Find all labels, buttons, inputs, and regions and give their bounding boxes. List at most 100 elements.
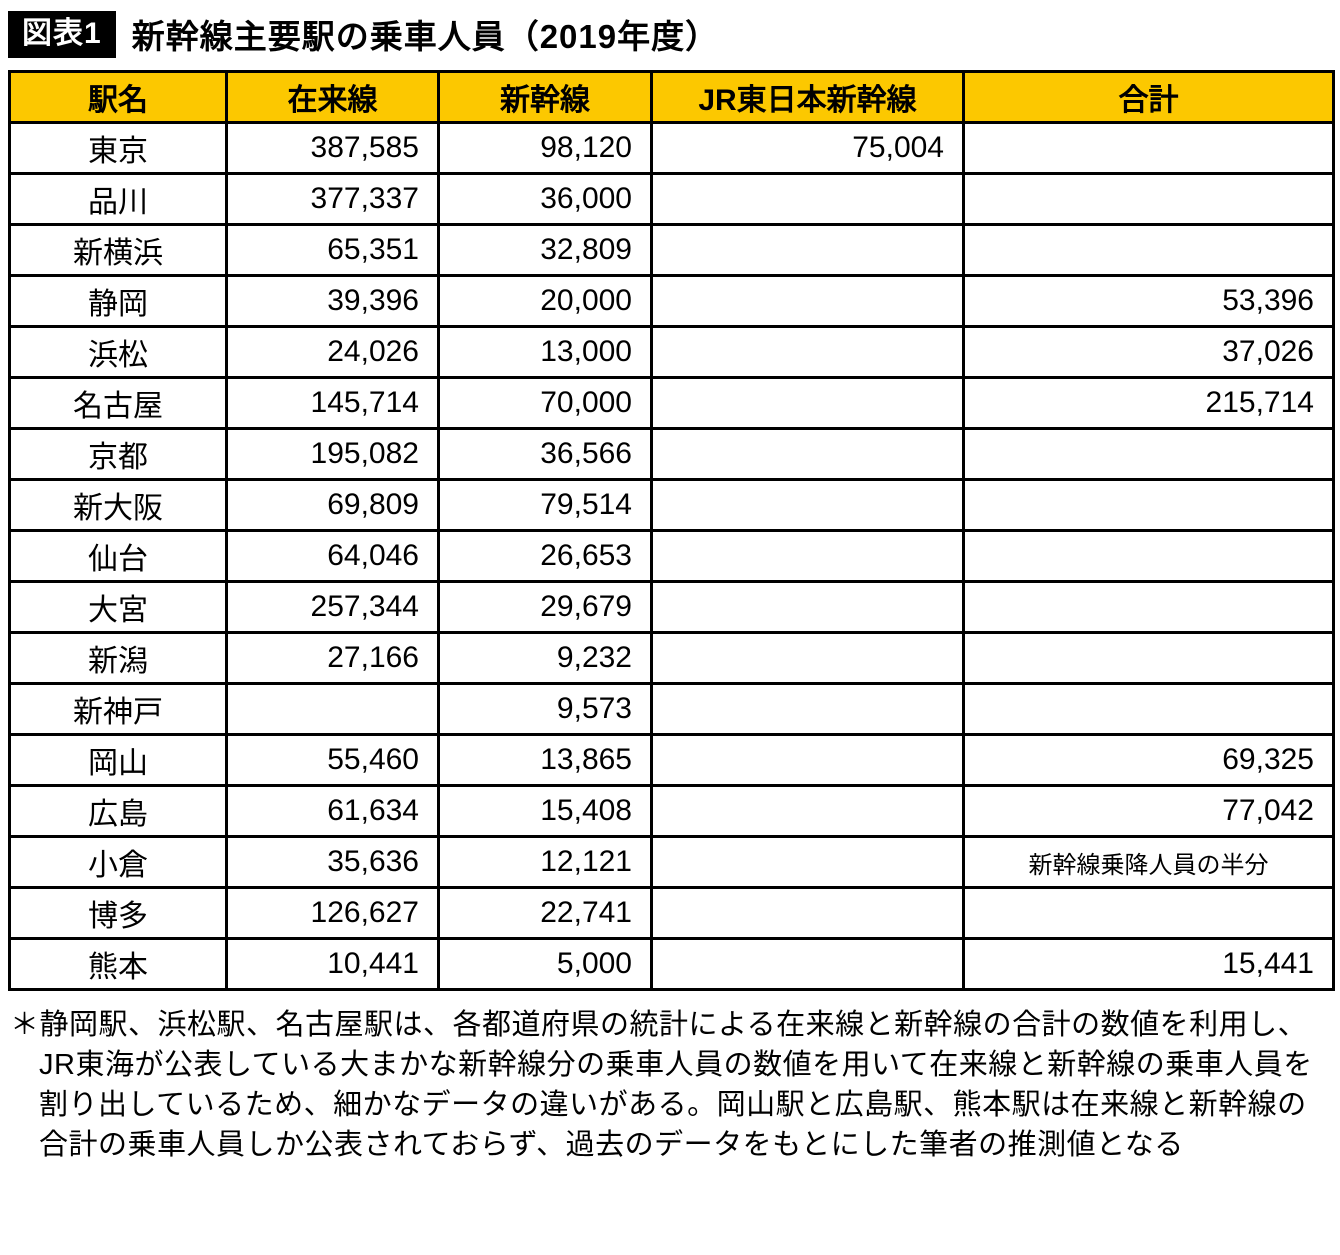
value-cell: 53,396 <box>962 274 1335 328</box>
table-row: 仙台 64,046 26,653 <box>8 529 1335 583</box>
value-cell <box>650 172 965 226</box>
value-cell: 24,026 <box>225 325 440 379</box>
header-row: 駅名 在来線 新幹線 JR東日本新幹線 合計 <box>8 70 1335 124</box>
value-cell <box>650 682 965 736</box>
column-header: 合計 <box>962 70 1335 124</box>
station-name-cell: 小倉 <box>8 835 228 889</box>
table-row: 大宮 257,344 29,679 <box>8 580 1335 634</box>
table-row: 名古屋 145,714 70,000 215,714 <box>8 376 1335 430</box>
station-name-cell: 新潟 <box>8 631 228 685</box>
station-name-cell: 新横浜 <box>8 223 228 277</box>
value-cell: 15,441 <box>962 937 1335 991</box>
station-name-cell: 品川 <box>8 172 228 226</box>
value-cell <box>962 682 1335 736</box>
note-cell: 新幹線乗降人員の半分 <box>962 835 1335 889</box>
figure: 図表1 新幹線主要駅の乗車人員（2019年度） 駅名 在来線 新幹線 JR東日本新幹線… <box>8 10 1335 1161</box>
value-cell <box>650 580 965 634</box>
value-cell <box>962 529 1335 583</box>
value-cell: 257,344 <box>225 580 440 634</box>
value-cell <box>650 529 965 583</box>
value-cell <box>650 478 965 532</box>
value-cell <box>962 886 1335 940</box>
value-cell: 215,714 <box>962 376 1335 430</box>
value-cell: 12,121 <box>437 835 653 889</box>
table-row: 小倉 35,636 12,121 新幹線乗降人員の半分 <box>8 835 1335 889</box>
value-cell <box>962 631 1335 685</box>
station-name-cell: 名古屋 <box>8 376 228 430</box>
value-cell <box>962 580 1335 634</box>
value-cell: 36,566 <box>437 427 653 481</box>
value-cell: 61,634 <box>225 784 440 838</box>
station-name-cell: 浜松 <box>8 325 228 379</box>
value-cell: 39,396 <box>225 274 440 328</box>
table-row: 静岡 39,396 20,000 53,396 <box>8 274 1335 328</box>
value-cell: 13,865 <box>437 733 653 787</box>
value-cell: 387,585 <box>225 121 440 175</box>
value-cell: 29,679 <box>437 580 653 634</box>
value-cell: 55,460 <box>225 733 440 787</box>
value-cell: 15,408 <box>437 784 653 838</box>
value-cell <box>650 325 965 379</box>
station-name-cell: 博多 <box>8 886 228 940</box>
value-cell: 77,042 <box>962 784 1335 838</box>
table-row: 新潟 27,166 9,232 <box>8 631 1335 685</box>
figure-label: 図表1 <box>8 10 116 58</box>
value-cell <box>650 784 965 838</box>
table-row: 博多 126,627 22,741 <box>8 886 1335 940</box>
table-row: 東京 387,585 98,120 75,004 <box>8 121 1335 175</box>
column-header: 在来線 <box>225 70 440 124</box>
table-row: 広島 61,634 15,408 77,042 <box>8 784 1335 838</box>
value-cell <box>962 223 1335 277</box>
value-cell: 69,325 <box>962 733 1335 787</box>
value-cell <box>650 376 965 430</box>
value-cell <box>650 427 965 481</box>
station-name-cell: 京都 <box>8 427 228 481</box>
station-name-cell: 大宮 <box>8 580 228 634</box>
value-cell <box>962 478 1335 532</box>
table-row: 熊本 10,441 5,000 15,441 <box>8 937 1335 991</box>
value-cell: 27,166 <box>225 631 440 685</box>
station-name-cell: 岡山 <box>8 733 228 787</box>
value-cell <box>650 631 965 685</box>
value-cell <box>650 274 965 328</box>
figure-header: 図表1 新幹線主要駅の乗車人員（2019年度） <box>8 10 1332 58</box>
value-cell: 75,004 <box>650 121 965 175</box>
station-name-cell: 新大阪 <box>8 478 228 532</box>
value-cell: 70,000 <box>437 376 653 430</box>
table-row: 新横浜 65,351 32,809 <box>8 223 1335 277</box>
value-cell: 32,809 <box>437 223 653 277</box>
table-body: 東京 387,585 98,120 75,004 品川 377,337 36,000 新横浜 6… <box>8 121 1335 991</box>
value-cell: 65,351 <box>225 223 440 277</box>
value-cell <box>650 223 965 277</box>
ridership-table: 駅名 在来線 新幹線 JR東日本新幹線 合計 東京 387,585 98,120 75,004… <box>8 70 1335 991</box>
table-header: 駅名 在来線 新幹線 JR東日本新幹線 合計 <box>8 70 1335 124</box>
value-cell <box>650 886 965 940</box>
station-name-cell: 仙台 <box>8 529 228 583</box>
station-name-cell: 広島 <box>8 784 228 838</box>
column-header: JR東日本新幹線 <box>650 70 965 124</box>
value-cell: 126,627 <box>225 886 440 940</box>
value-cell <box>650 835 965 889</box>
station-name-cell: 静岡 <box>8 274 228 328</box>
value-cell: 64,046 <box>225 529 440 583</box>
value-cell: 10,441 <box>225 937 440 991</box>
table-row: 京都 195,082 36,566 <box>8 427 1335 481</box>
value-cell: 79,514 <box>437 478 653 532</box>
station-name-cell: 東京 <box>8 121 228 175</box>
value-cell: 36,000 <box>437 172 653 226</box>
value-cell: 145,714 <box>225 376 440 430</box>
value-cell: 35,636 <box>225 835 440 889</box>
figure-title: 新幹線主要駅の乗車人員（2019年度） <box>131 18 720 55</box>
value-cell <box>650 733 965 787</box>
table-row: 浜松 24,026 13,000 37,026 <box>8 325 1335 379</box>
table-row: 岡山 55,460 13,865 69,325 <box>8 733 1335 787</box>
value-cell: 13,000 <box>437 325 653 379</box>
table-row: 新神戸 9,573 <box>8 682 1335 736</box>
value-cell: 37,026 <box>962 325 1335 379</box>
value-cell: 9,573 <box>437 682 653 736</box>
column-header: 駅名 <box>8 70 228 124</box>
table-row: 品川 377,337 36,000 <box>8 172 1335 226</box>
value-cell: 195,082 <box>225 427 440 481</box>
column-header: 新幹線 <box>437 70 653 124</box>
value-cell: 377,337 <box>225 172 440 226</box>
